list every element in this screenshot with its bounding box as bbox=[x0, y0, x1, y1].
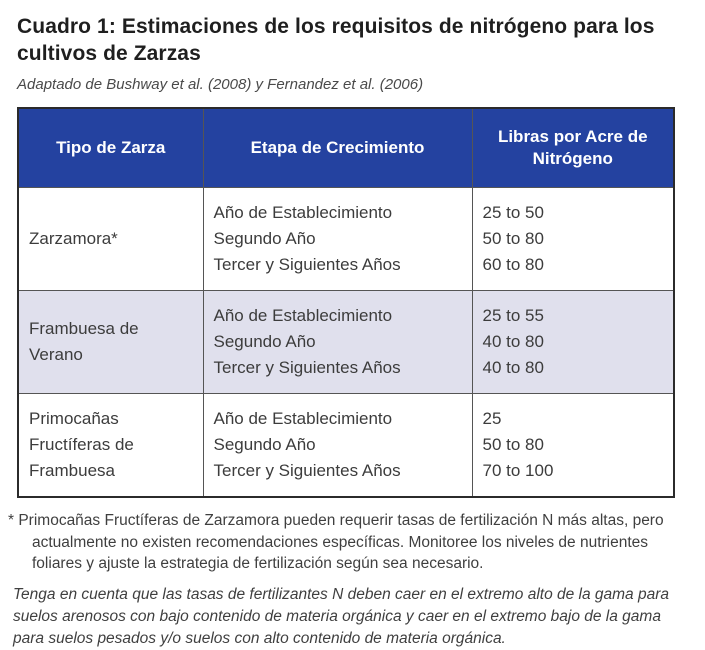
col-header-libras-por-acre: Libras por Acre de Nitrógeno bbox=[471, 107, 675, 188]
rate-line: 25 to 55 bbox=[482, 306, 544, 325]
col-header-etapa-de-crecimiento: Etapa de Crecimiento bbox=[202, 107, 473, 188]
stage-line: Año de Establecimiento bbox=[213, 203, 393, 222]
stage-line: Tercer y Siguientes Años bbox=[213, 255, 401, 274]
page-title: Cuadro 1: Estimaciones de los requisitos… bbox=[17, 15, 655, 65]
table-row: Zarzamora* Año de Establecimiento Segund… bbox=[17, 187, 675, 291]
rate-line: 50 to 80 bbox=[482, 229, 544, 248]
rate-cell: 25 to 55 40 to 80 40 to 80 bbox=[471, 290, 675, 394]
table-row: Frambuesa de Verano Año de Establecimien… bbox=[17, 290, 675, 394]
rate-line: 25 to 50 bbox=[482, 203, 544, 222]
rate-cell: 25 to 50 50 to 80 60 to 80 bbox=[471, 187, 675, 291]
stage-line: Año de Establecimiento bbox=[213, 409, 393, 428]
stage-line: Segundo Año bbox=[213, 332, 316, 351]
rate-line: 50 to 80 bbox=[482, 435, 544, 454]
growth-stage-cell: Año de Establecimiento Segundo Año Terce… bbox=[202, 393, 473, 498]
rate-line: 60 to 80 bbox=[482, 255, 544, 274]
asterisk-footnote: * Primocañas Fructíferas de Zarzamora pu… bbox=[8, 512, 664, 572]
stage-line: Tercer y Siguientes Años bbox=[213, 358, 401, 377]
crop-type-cell: Primocañas Fructíferas de Frambuesa bbox=[17, 393, 204, 498]
col-header-tipo-de-zarza: Tipo de Zarza bbox=[17, 107, 204, 188]
crop-type-cell: Frambuesa de Verano bbox=[17, 290, 204, 394]
rate-cell: 25 50 to 80 70 to 100 bbox=[471, 393, 675, 498]
stage-line: Segundo Año bbox=[213, 435, 316, 454]
table-row: Primocañas Fructíferas de Frambuesa Año … bbox=[17, 393, 675, 498]
rate-line: 25 bbox=[482, 409, 502, 428]
rate-line: 40 to 80 bbox=[482, 332, 544, 351]
crop-type-cell: Zarzamora* bbox=[17, 187, 204, 291]
rate-line: 40 to 80 bbox=[482, 358, 544, 377]
stage-line: Año de Establecimiento bbox=[213, 306, 393, 325]
soil-rate-note: Tenga en cuenta que las tasas de fertili… bbox=[13, 585, 670, 647]
growth-stage-cell: Año de Establecimiento Segundo Año Terce… bbox=[202, 187, 473, 291]
source-citation: Adaptado de Bushway et al. (2008) y Fern… bbox=[17, 76, 424, 93]
stage-line: Tercer y Siguientes Años bbox=[213, 461, 401, 480]
rate-line: 70 to 100 bbox=[482, 461, 554, 480]
header-row: Tipo de Zarza Etapa de Crecimiento Libra… bbox=[17, 107, 675, 188]
growth-stage-cell: Año de Establecimiento Segundo Año Terce… bbox=[202, 290, 473, 394]
stage-line: Segundo Año bbox=[213, 229, 316, 248]
nitrogen-requirements-table: Tipo de Zarza Etapa de Crecimiento Libra… bbox=[17, 107, 675, 498]
